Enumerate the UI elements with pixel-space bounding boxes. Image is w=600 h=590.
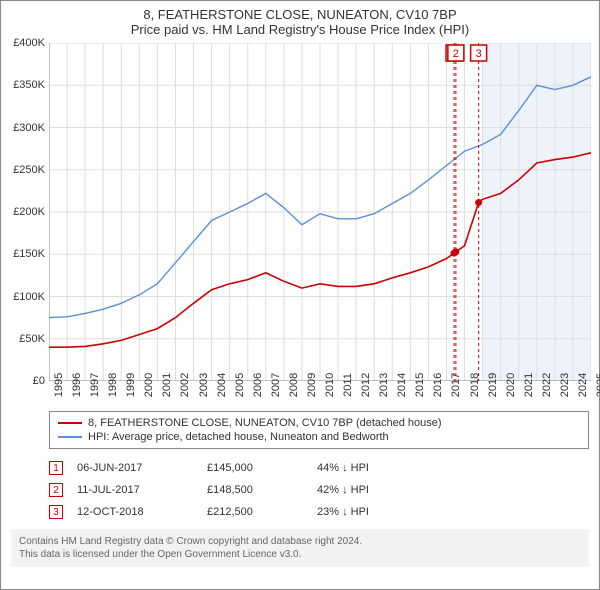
legend-swatch: [58, 422, 82, 424]
title-subtitle: Price paid vs. HM Land Registry's House …: [1, 22, 599, 37]
y-tick-label: £400K: [1, 37, 45, 49]
legend-label: 8, FEATHERSTONE CLOSE, NUNEATON, CV10 7B…: [88, 417, 442, 429]
chart-area: £0£50K£100K£150K£200K£250K£300K£350K£400…: [49, 43, 589, 403]
event-marker: 1: [49, 461, 63, 475]
chart-container: 8, FEATHERSTONE CLOSE, NUNEATON, CV10 7B…: [0, 0, 600, 590]
y-tick-label: £150K: [1, 248, 45, 260]
y-tick-label: £200K: [1, 206, 45, 218]
legend-item-property: 8, FEATHERSTONE CLOSE, NUNEATON, CV10 7B…: [58, 416, 580, 430]
event-marker: 2: [49, 483, 63, 497]
event-price: £212,500: [207, 506, 317, 518]
y-tick-label: £0: [1, 375, 45, 387]
event-date: 11-JUL-2017: [77, 484, 207, 496]
y-tick-label: £50K: [1, 333, 45, 345]
legend-label: HPI: Average price, detached house, Nune…: [88, 431, 389, 443]
legend: 8, FEATHERSTONE CLOSE, NUNEATON, CV10 7B…: [49, 411, 589, 449]
footer-line2: This data is licensed under the Open Gov…: [19, 548, 581, 561]
y-tick-label: £350K: [1, 79, 45, 91]
title-address: 8, FEATHERSTONE CLOSE, NUNEATON, CV10 7B…: [1, 7, 599, 22]
x-tick-label: 2025: [595, 373, 600, 397]
event-row: 3 12-OCT-2018£212,50023% ↓ HPI: [49, 501, 589, 523]
footer-attribution: Contains HM Land Registry data © Crown c…: [11, 529, 589, 567]
event-date: 12-OCT-2018: [77, 506, 207, 518]
event-row: 1 06-JUN-2017£145,00044% ↓ HPI: [49, 457, 589, 479]
title-block: 8, FEATHERSTONE CLOSE, NUNEATON, CV10 7B…: [1, 1, 599, 39]
event-table: 1 06-JUN-2017£145,00044% ↓ HPI 2 11-JUL-201…: [49, 457, 589, 523]
event-marker: 3: [49, 505, 63, 519]
y-tick-label: £300K: [1, 122, 45, 134]
event-pct: 44% ↓ HPI: [317, 462, 437, 474]
legend-item-hpi: HPI: Average price, detached house, Nune…: [58, 430, 580, 444]
event-price: £145,000: [207, 462, 317, 474]
event-pct: 42% ↓ HPI: [317, 484, 437, 496]
y-tick-label: £250K: [1, 164, 45, 176]
event-date: 06-JUN-2017: [77, 462, 207, 474]
legend-swatch: [58, 436, 82, 438]
y-tick-label: £100K: [1, 291, 45, 303]
event-row: 2 11-JUL-2017£148,50042% ↓ HPI: [49, 479, 589, 501]
event-price: £148,500: [207, 484, 317, 496]
plot-region: 123: [49, 43, 589, 381]
svg-text:3: 3: [476, 48, 482, 60]
svg-text:2: 2: [453, 48, 459, 60]
plot-svg: 123: [49, 43, 591, 381]
footer-line1: Contains HM Land Registry data © Crown c…: [19, 535, 581, 548]
event-pct: 23% ↓ HPI: [317, 506, 437, 518]
